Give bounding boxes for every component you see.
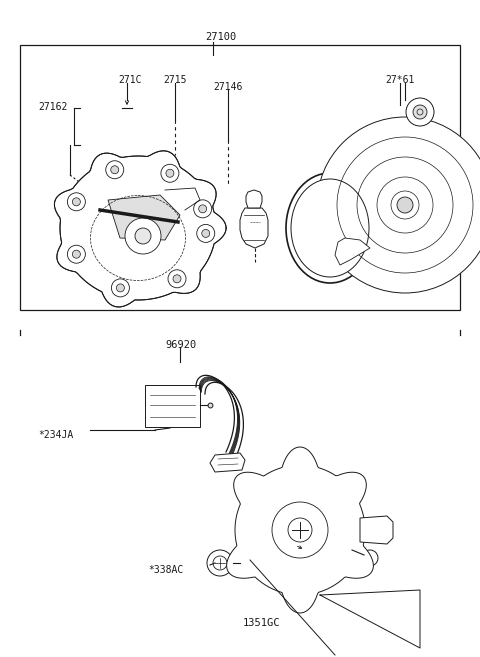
Circle shape: [111, 279, 130, 297]
Circle shape: [362, 550, 378, 566]
Circle shape: [125, 218, 161, 254]
Ellipse shape: [286, 173, 374, 283]
Polygon shape: [240, 208, 268, 248]
Circle shape: [72, 250, 80, 258]
Text: 27146: 27146: [213, 82, 242, 92]
Circle shape: [193, 200, 212, 218]
Circle shape: [245, 558, 255, 568]
Circle shape: [397, 197, 413, 213]
Polygon shape: [54, 151, 226, 307]
Circle shape: [317, 117, 480, 293]
Text: 2715: 2715: [163, 75, 187, 85]
Circle shape: [135, 228, 151, 244]
Circle shape: [173, 275, 181, 283]
Polygon shape: [227, 447, 373, 613]
Bar: [20, 45, 460, 310]
Circle shape: [67, 245, 85, 263]
Bar: [145, 385, 200, 427]
Circle shape: [288, 518, 312, 542]
Polygon shape: [108, 195, 180, 240]
Text: *234JA: *234JA: [38, 430, 73, 440]
Text: 1351GC: 1351GC: [243, 618, 280, 628]
Circle shape: [168, 270, 186, 288]
Circle shape: [202, 229, 210, 237]
Circle shape: [413, 105, 427, 119]
Circle shape: [240, 553, 260, 573]
Circle shape: [67, 193, 85, 211]
Text: 271C: 271C: [118, 75, 142, 85]
Circle shape: [106, 161, 124, 179]
Text: *338AC: *338AC: [148, 565, 183, 575]
Text: 27*61: 27*61: [385, 75, 414, 85]
Text: 27162: 27162: [38, 102, 67, 112]
Ellipse shape: [291, 179, 369, 277]
Circle shape: [207, 550, 233, 576]
Circle shape: [117, 284, 124, 292]
Circle shape: [197, 225, 215, 242]
Circle shape: [406, 98, 434, 126]
Polygon shape: [210, 453, 245, 472]
Polygon shape: [360, 516, 393, 544]
Polygon shape: [335, 238, 370, 265]
Circle shape: [111, 166, 119, 173]
Polygon shape: [246, 190, 262, 208]
Circle shape: [199, 205, 207, 213]
Circle shape: [161, 164, 179, 182]
Circle shape: [72, 198, 80, 206]
Text: 96920: 96920: [165, 340, 196, 350]
Circle shape: [166, 170, 174, 177]
Text: 27100: 27100: [205, 32, 236, 42]
